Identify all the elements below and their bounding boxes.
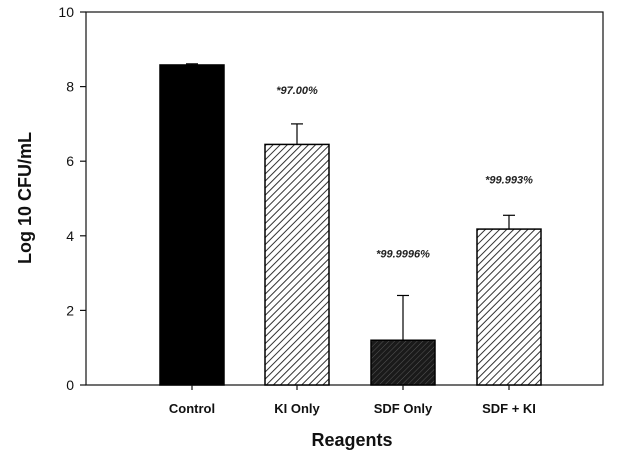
data-label: *97.00% — [276, 85, 318, 97]
error-bars — [186, 63, 515, 341]
bar-sdf-only — [370, 339, 436, 386]
x-tick-label: KI Only — [274, 401, 320, 416]
y-tick-label: 6 — [66, 153, 74, 169]
x-tick-label: Control — [169, 401, 215, 416]
y-tick-label: 8 — [66, 79, 74, 95]
y-axis-title: Log 10 CFU/mL — [15, 132, 35, 264]
plot-border — [85, 11, 604, 386]
x-tick-label: SDF Only — [374, 401, 433, 416]
data-labels: *97.00% *99.9996% *99.993% — [276, 85, 533, 261]
x-axis-title: Reagents — [311, 430, 392, 450]
bar-control — [159, 64, 225, 386]
plot-frame — [85, 11, 604, 386]
y-tick-label: 2 — [66, 302, 74, 318]
x-tick-label: SDF + KI — [482, 401, 536, 416]
bars — [159, 64, 542, 386]
bar-sdf-ki — [476, 228, 542, 386]
data-label: *99.993% — [485, 174, 533, 186]
y-tick-label: 10 — [58, 4, 74, 20]
bar-ki-only — [264, 143, 330, 386]
y-axis: 0 2 4 6 8 10 — [58, 4, 86, 393]
y-tick-label: 0 — [66, 377, 74, 393]
data-label: *99.9996% — [376, 248, 430, 260]
x-axis: Control KI Only SDF Only SDF + KI — [169, 385, 536, 416]
y-tick-label: 4 — [66, 228, 74, 244]
